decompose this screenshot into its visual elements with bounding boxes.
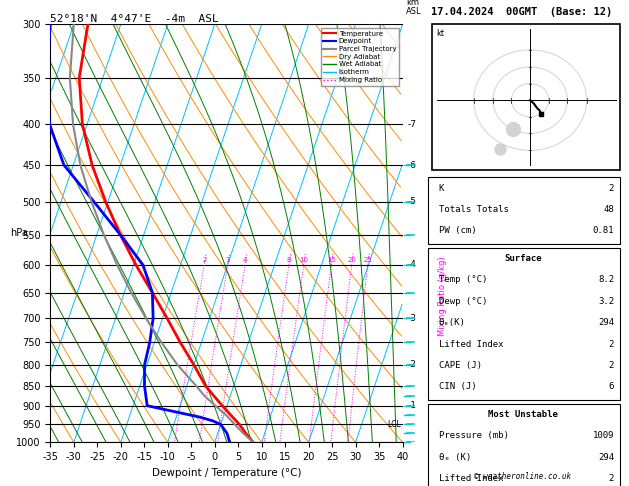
Text: θₑ (K): θₑ (K) bbox=[438, 453, 471, 462]
Text: Lifted Index: Lifted Index bbox=[438, 474, 503, 483]
Text: Lifted Index: Lifted Index bbox=[438, 340, 503, 348]
Text: CIN (J): CIN (J) bbox=[438, 382, 476, 391]
Text: 2: 2 bbox=[202, 257, 206, 263]
Text: © weatheronline.co.uk: © weatheronline.co.uk bbox=[474, 472, 571, 481]
Text: -1: -1 bbox=[408, 401, 417, 410]
Bar bbox=[428, 248, 620, 400]
Text: km
ASL: km ASL bbox=[406, 0, 421, 16]
Text: Surface: Surface bbox=[504, 254, 542, 263]
Text: 294: 294 bbox=[598, 453, 614, 462]
Text: 15: 15 bbox=[327, 257, 336, 263]
Text: Most Unstable: Most Unstable bbox=[488, 410, 558, 419]
Bar bbox=[428, 404, 620, 486]
Text: 17.04.2024  00GMT  (Base: 12): 17.04.2024 00GMT (Base: 12) bbox=[431, 7, 613, 17]
Text: 3.2: 3.2 bbox=[598, 297, 614, 306]
Text: 2: 2 bbox=[609, 361, 614, 370]
Bar bbox=[432, 24, 620, 170]
Text: 8: 8 bbox=[287, 257, 291, 263]
Text: θₑ(K): θₑ(K) bbox=[438, 318, 465, 327]
Text: Dewp (°C): Dewp (°C) bbox=[438, 297, 487, 306]
Text: 1009: 1009 bbox=[593, 432, 614, 440]
Text: CAPE (J): CAPE (J) bbox=[438, 361, 482, 370]
Text: Pressure (mb): Pressure (mb) bbox=[438, 432, 508, 440]
Text: 10: 10 bbox=[299, 257, 308, 263]
Text: 25: 25 bbox=[364, 257, 372, 263]
Text: 20: 20 bbox=[347, 257, 356, 263]
Text: -2: -2 bbox=[408, 360, 417, 369]
Text: 52°18'N  4°47'E  -4m  ASL: 52°18'N 4°47'E -4m ASL bbox=[50, 14, 219, 23]
X-axis label: Dewpoint / Temperature (°C): Dewpoint / Temperature (°C) bbox=[152, 468, 301, 478]
Bar bbox=[428, 177, 620, 244]
Text: 2: 2 bbox=[609, 340, 614, 348]
Text: -6: -6 bbox=[408, 160, 417, 170]
Text: 6: 6 bbox=[609, 382, 614, 391]
Text: Temp (°C): Temp (°C) bbox=[438, 276, 487, 284]
Text: -5: -5 bbox=[408, 197, 417, 206]
Text: LCL: LCL bbox=[387, 420, 401, 429]
Text: 4: 4 bbox=[243, 257, 247, 263]
Text: 8.2: 8.2 bbox=[598, 276, 614, 284]
Text: -3: -3 bbox=[408, 314, 417, 323]
Text: Mixing Ratio (g/kg): Mixing Ratio (g/kg) bbox=[438, 256, 447, 336]
Legend: Temperature, Dewpoint, Parcel Trajectory, Dry Adiabat, Wet Adiabat, Isotherm, Mi: Temperature, Dewpoint, Parcel Trajectory… bbox=[321, 28, 399, 86]
Text: PW (cm): PW (cm) bbox=[438, 226, 476, 235]
Text: 48: 48 bbox=[603, 205, 614, 214]
Text: 0.81: 0.81 bbox=[593, 226, 614, 235]
Text: hPa: hPa bbox=[9, 228, 28, 238]
Text: 294: 294 bbox=[598, 318, 614, 327]
Text: 3: 3 bbox=[226, 257, 230, 263]
Text: -4: -4 bbox=[408, 260, 417, 269]
Text: 2: 2 bbox=[609, 184, 614, 192]
Text: 2: 2 bbox=[609, 474, 614, 483]
Text: K: K bbox=[438, 184, 444, 192]
Text: -7: -7 bbox=[408, 120, 417, 129]
Text: kt: kt bbox=[437, 29, 445, 38]
Text: Totals Totals: Totals Totals bbox=[438, 205, 508, 214]
